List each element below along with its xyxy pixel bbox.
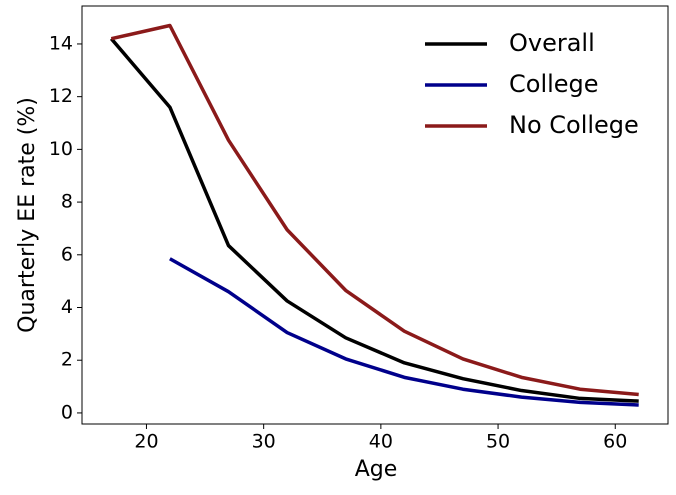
y-tick-label: 10 bbox=[49, 138, 73, 160]
series-line bbox=[110, 23, 639, 397]
x-tick-label: 60 bbox=[603, 431, 627, 453]
legend-label: No College bbox=[509, 111, 639, 139]
x-tick-label: 30 bbox=[252, 431, 276, 453]
y-tick-label: 0 bbox=[61, 401, 73, 423]
y-tick-label: 4 bbox=[61, 296, 73, 318]
x-tick-label: 50 bbox=[486, 431, 510, 453]
x-axis-label: Age bbox=[355, 457, 398, 482]
series-line bbox=[109, 37, 639, 403]
plot-frame bbox=[81, 5, 669, 425]
y-tick-label: 2 bbox=[61, 349, 73, 371]
y-tick-label: 12 bbox=[49, 85, 73, 107]
y-axis-label: Quarterly EE rate (%) bbox=[15, 97, 40, 333]
y-tick-label: 14 bbox=[49, 32, 73, 54]
legend-label: College bbox=[509, 70, 599, 98]
legend-label: Overall bbox=[509, 29, 595, 57]
y-tick-label: 6 bbox=[61, 243, 73, 265]
series-line bbox=[169, 257, 639, 407]
x-tick-label: 20 bbox=[134, 431, 158, 453]
y-tick-label: 8 bbox=[61, 191, 73, 213]
x-tick-label: 40 bbox=[369, 431, 393, 453]
